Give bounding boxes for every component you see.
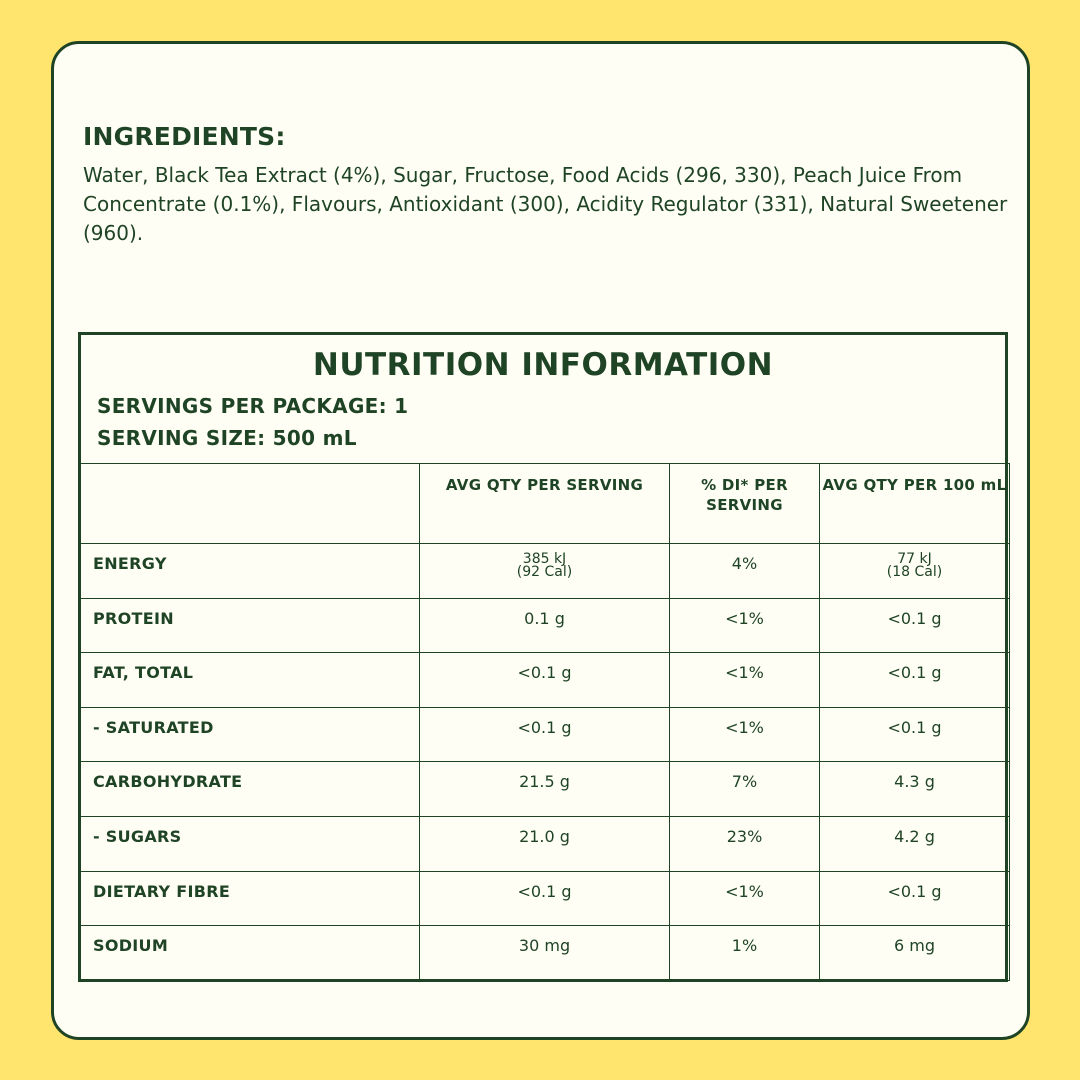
nutrient-name: - SATURATED [79, 706, 420, 763]
avg-qty-100ml: 6 mg [819, 925, 1010, 981]
column-header-di-serving: % DI* PER SERVING [669, 463, 820, 544]
value-line: 77 kJ [897, 551, 932, 567]
nutrition-title: NUTRITION INFORMATION [312, 347, 774, 383]
avg-qty-100ml: 4.3 g [819, 761, 1010, 817]
di-serving: 1% [669, 925, 820, 981]
nutrient-name: SODIUM [79, 925, 420, 981]
value-line: (92 Cal) [516, 564, 573, 580]
value-line: 385 kJ [522, 551, 567, 567]
di-serving: <1% [669, 706, 820, 763]
table-row: - SATURATED <0.1 g <1% <0.1 g [79, 706, 1010, 763]
di-serving: 4% [669, 543, 820, 599]
avg-qty-100ml: <0.1 g [819, 597, 1010, 654]
nutrient-name: CARBOHYDRATE [79, 761, 420, 817]
nutrition-panel: NUTRITION INFORMATION SERVINGS PER PACKA… [78, 332, 1010, 982]
avg-qty-serving: 21.0 g [419, 815, 670, 872]
value-line: (18 Cal) [886, 564, 943, 580]
di-serving: <1% [669, 652, 820, 708]
serving-size: SERVING SIZE: 500 mL [97, 426, 357, 450]
avg-qty-serving: <0.1 g [419, 706, 670, 763]
avg-qty-serving: <0.1 g [419, 870, 670, 927]
table-row: ENERGY 385 kJ (92 Cal) 4% 77 kJ (18 Cal) [79, 543, 1010, 599]
di-serving: <1% [669, 870, 820, 927]
ingredients-heading: INGREDIENTS: [83, 122, 286, 151]
table-row: SODIUM 30 mg 1% 6 mg [79, 925, 1010, 981]
table-row: - SUGARS 21.0 g 23% 4.2 g [79, 815, 1010, 872]
table-header-row: AVG QTY PER SERVING % DI* PER SERVING AV… [79, 463, 1010, 544]
servings-per-package: SERVINGS PER PACKAGE: 1 [97, 394, 409, 418]
di-serving: 23% [669, 815, 820, 872]
table-row: PROTEIN 0.1 g <1% <0.1 g [79, 597, 1010, 654]
nutrient-name: ENERGY [79, 543, 420, 599]
column-header-avg-qty-serving: AVG QTY PER SERVING [419, 463, 670, 544]
avg-qty-serving: 0.1 g [419, 597, 670, 654]
table-row: CARBOHYDRATE 21.5 g 7% 4.3 g [79, 761, 1010, 817]
avg-qty-100ml: 77 kJ (18 Cal) [819, 543, 1010, 599]
avg-qty-100ml: <0.1 g [819, 706, 1010, 763]
label-card: INGREDIENTS: Water, Black Tea Extract (4… [51, 41, 1030, 1040]
column-header-nutrient [79, 463, 420, 544]
avg-qty-serving: 21.5 g [419, 761, 670, 817]
nutrition-table: AVG QTY PER SERVING % DI* PER SERVING AV… [79, 463, 1010, 981]
avg-qty-100ml: <0.1 g [819, 652, 1010, 708]
table-row: DIETARY FIBRE <0.1 g <1% <0.1 g [79, 870, 1010, 927]
avg-qty-serving: 385 kJ (92 Cal) [419, 543, 670, 599]
ingredients-text: Water, Black Tea Extract (4%), Sugar, Fr… [83, 163, 1008, 245]
di-serving: 7% [669, 761, 820, 817]
table-row: FAT, TOTAL <0.1 g <1% <0.1 g [79, 652, 1010, 708]
column-header-avg-qty-100ml: AVG QTY PER 100 mL [819, 463, 1010, 544]
nutrient-name: - SUGARS [79, 815, 420, 872]
avg-qty-100ml: 4.2 g [819, 815, 1010, 872]
avg-qty-serving: <0.1 g [419, 652, 670, 708]
di-serving: <1% [669, 597, 820, 654]
avg-qty-100ml: <0.1 g [819, 870, 1010, 927]
nutrient-name: PROTEIN [79, 597, 420, 654]
nutrient-name: DIETARY FIBRE [79, 870, 420, 927]
avg-qty-serving: 30 mg [419, 925, 670, 981]
nutrient-name: FAT, TOTAL [79, 652, 420, 708]
